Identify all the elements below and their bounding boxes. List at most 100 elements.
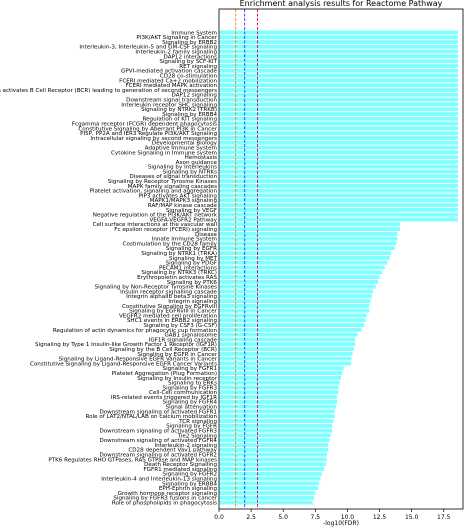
bar [219, 184, 458, 188]
y-tick-label: Signaling by SCF-KIT [159, 59, 217, 65]
bar [219, 275, 380, 280]
bar [219, 140, 458, 145]
y-tick-label: Interleukin-3, Interleukin-5 and GM-CSF … [79, 45, 217, 51]
y-tick-label: Signaling by Type 1 Insulin-like Growth … [35, 342, 217, 348]
y-tick-label: Signaling by Insulin receptor [137, 376, 218, 382]
y-tick-label: FGFR1 mediated signaling [143, 467, 217, 473]
y-tick-label: Regulation of KIT signaling [142, 117, 217, 123]
y-tick-label: EPH-Ephrin signaling [159, 486, 218, 492]
bar [219, 260, 388, 265]
y-tick-label: RET signaling [179, 64, 217, 70]
bar [219, 284, 376, 289]
y-tick-label: Signaling by NTRKs [163, 169, 217, 175]
bar [219, 44, 458, 49]
y-tick-label: DAP12 interactions [164, 54, 218, 60]
y-tick-label: Signaling by PTK6 [167, 280, 218, 286]
y-tick-label: Signaling by Interleukins [148, 165, 217, 171]
bar [219, 116, 458, 121]
bar [219, 236, 398, 241]
y-tick-label: Signaling by FGFR4 [163, 400, 218, 406]
bar [219, 35, 458, 40]
bar [219, 97, 458, 102]
bar [219, 313, 367, 318]
bar [219, 212, 458, 217]
y-tick-label: Regulation of actin dynamics for phagocy… [53, 328, 218, 334]
bar [219, 303, 370, 308]
y-tick-label: Antigen activates B Cell Receptor (BCR) … [0, 88, 217, 94]
bar [219, 318, 366, 323]
y-tick-label: IRS-related events triggered by IGF1R [111, 395, 217, 401]
y-tick-label: IGF1R signaling cascade [149, 337, 218, 343]
bar [219, 145, 458, 150]
plot-frame [218, 8, 464, 510]
y-tick-label: Platelet Aggregation (Plug Formation) [112, 371, 217, 377]
y-tick-label: Integrin alphaIIb beta3 signaling [126, 294, 217, 300]
y-tick-label: GPVI-mediated activation cascade [121, 69, 218, 75]
bar [219, 59, 458, 64]
bar [219, 332, 358, 337]
y-tick-label: Growth hormone receptor signaling [118, 491, 218, 497]
x-axis-label: -log10(FDR) [323, 520, 359, 527]
bar [219, 279, 379, 284]
y-tick-label: FCERI mediated MAPK activation [125, 83, 217, 89]
bar [219, 54, 458, 59]
y-tick-label: Signaling by Receptor Tyrosine Kinases [108, 179, 217, 185]
bar [219, 467, 325, 471]
y-tick-label: Innate Immune System [152, 237, 217, 243]
y-tick-label: Signal attenuation [166, 405, 218, 411]
bar [219, 193, 458, 198]
y-tick-label: Erythropoietin activates RAS [137, 275, 217, 281]
y-tick-label: Fcgamma receptor (FCGR) dependent phagoc… [72, 121, 217, 127]
y-tick-label: VEGFR2 mediated cell proliferation [119, 313, 217, 319]
bar [219, 49, 458, 54]
bar [219, 423, 333, 428]
bar [219, 500, 313, 505]
y-tick-label: Negative regulation of the PI3K/AKT netw… [93, 213, 218, 219]
bar [219, 222, 401, 227]
bar [219, 447, 329, 452]
bar [219, 375, 341, 380]
reference-lines-layer [235, 9, 258, 509]
bar [219, 337, 356, 342]
bar [219, 88, 458, 92]
y-tick-label: Interleukin-4 and Interleukin-13 signali… [101, 477, 217, 483]
bar [219, 174, 458, 179]
y-tick-label: Downstream signaling of activated FGFR2 [99, 453, 217, 459]
y-tick-label: Downstream signaling of activated FGFR1 [99, 409, 217, 415]
y-tick-label: Platelet activation, signaling and aggre… [90, 189, 218, 195]
y-tick-label: PTK6 Regulates RHO GTPases, RAS GTPase a… [48, 457, 217, 463]
bar [219, 246, 395, 251]
bar [219, 112, 458, 116]
bar [219, 289, 374, 294]
chart-title: Enrichment analysis results for Reactome… [240, 0, 443, 8]
bar [219, 385, 339, 390]
bar [219, 131, 458, 136]
bar [219, 409, 335, 414]
x-tick-label: 10.0 [341, 514, 355, 521]
y-tick-label: Signaling by Ligand-Responsive EGFR Vari… [59, 357, 218, 363]
bar [219, 164, 458, 169]
y-tick-label: Developmental Biology [152, 141, 218, 147]
y-tick-label: Constitutive Signaling by Ligand-Respons… [30, 361, 217, 367]
bar [219, 347, 354, 351]
bar [219, 433, 331, 438]
y-tick-label: PI3K/AKT Signaling in Cancer [136, 35, 217, 41]
y-tick-label: Signaling by FGFR2 [163, 472, 217, 478]
bar [219, 126, 458, 131]
y-tick-label: Diseases of signal transduction [130, 174, 218, 180]
bar [219, 121, 458, 126]
bar [219, 323, 365, 327]
y-tick-label: Downstream signaling of activated FGFR4 [99, 438, 217, 444]
y-tick-label: Signaling by the B Cell Receptor (BCR) [109, 347, 217, 353]
bar [219, 342, 356, 347]
bar [219, 102, 458, 107]
bar [219, 255, 390, 260]
x-tick-label: 7.5 [311, 514, 321, 521]
bar [219, 179, 458, 184]
y-tick-label: Costimulation by the CD28 family [123, 241, 218, 247]
bar [219, 380, 340, 385]
bar [219, 414, 335, 419]
y-tick-label: Signaling by CSF3 (G-CSF) [143, 323, 217, 329]
x-tick-label: 17.5 [437, 514, 451, 521]
